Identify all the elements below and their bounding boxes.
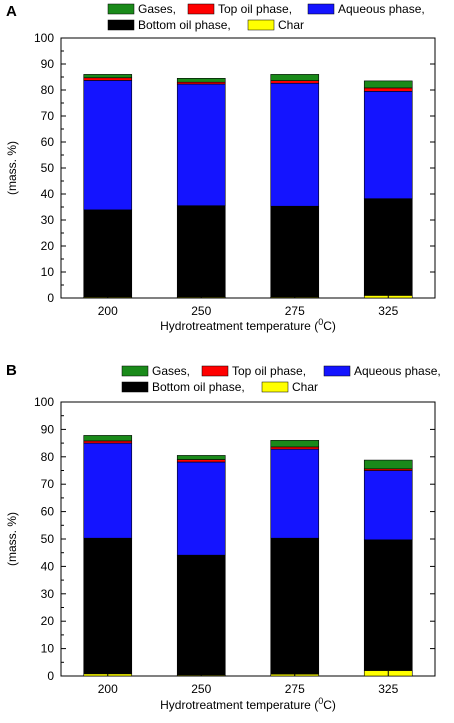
legend-b: Gases, Top oil phase, Aqueous phase, Bot… xyxy=(121,364,441,394)
x-tick-label-b-275: 275 xyxy=(285,682,305,696)
y-tick-label-a-70: 70 xyxy=(41,109,55,123)
legend-swatch-char-b xyxy=(261,381,289,393)
bar-segment-a-275-top-oil-phase xyxy=(270,80,320,84)
x-axis-title-unit-a: C) xyxy=(323,319,336,333)
x-axis-title-text-b: Hydrotreatment temperature ( xyxy=(160,698,318,712)
y-tick-label-b-40: 40 xyxy=(41,559,55,573)
legend-swatch-gases-a xyxy=(107,3,135,15)
bar-segment-b-250-aqueous-phase xyxy=(176,461,226,556)
y-axis-title-a: (mass. %) xyxy=(5,141,19,195)
y-tick-label-a-20: 20 xyxy=(41,239,55,253)
panel-a: A (mass. %) Hydrotreatment temperature (… xyxy=(5,2,436,333)
bar-segment-a-200-top-oil-phase xyxy=(83,77,133,81)
bar-segment-a-250-aqueous-phase xyxy=(176,83,226,206)
y-tick-label-a-90: 90 xyxy=(41,57,55,71)
y-tick-label-b-20: 20 xyxy=(41,614,55,628)
y-tick-label-a-10: 10 xyxy=(41,265,55,279)
legend-a: Gases, Top oil phase, Aqueous phase, Bot… xyxy=(107,2,425,32)
bar-segment-a-325-bottom-oil-phase xyxy=(363,198,413,296)
panel-letter-b: B xyxy=(6,362,17,379)
x-tick-label-a-250: 250 xyxy=(191,304,211,318)
y-tick-label-b-70: 70 xyxy=(41,477,55,491)
y-tick-label-a-100: 100 xyxy=(34,31,54,45)
legend-label-bottom-oil-b: Bottom oil phase, xyxy=(152,380,245,394)
legend-swatch-bottom-oil-b xyxy=(121,381,149,393)
y-tick-label-a-60: 60 xyxy=(41,135,55,149)
legend-swatch-bottom-oil-a xyxy=(107,19,135,31)
legend-label-char-b: Char xyxy=(292,380,318,394)
bar-segment-b-250-top-oil-phase xyxy=(176,459,226,463)
x-axis-title-a: Hydrotreatment temperature (0C) xyxy=(160,317,336,333)
bar-segment-a-275-aqueous-phase xyxy=(270,82,320,207)
x-axis-title-b: Hydrotreatment temperature (0C) xyxy=(160,696,336,712)
legend-label-aqueous-a: Aqueous phase, xyxy=(338,2,425,16)
y-tick-label-b-100: 100 xyxy=(34,395,54,409)
y-tick-label-b-0: 0 xyxy=(47,669,54,683)
y-tick-label-b-10: 10 xyxy=(41,642,55,656)
panel-letter-a: A xyxy=(6,3,17,20)
bar-segment-b-250-bottom-oil-phase xyxy=(176,554,226,676)
bar-segment-a-275-gases xyxy=(270,74,320,81)
x-axis-title-unit-b: C) xyxy=(323,698,336,712)
x-axis-title-sup-a: 0 xyxy=(318,317,323,327)
legend-swatch-char-a xyxy=(247,19,275,31)
legend-swatch-top-oil-b xyxy=(201,365,229,377)
y-tick-label-b-80: 80 xyxy=(41,450,55,464)
bar-segment-a-275-bottom-oil-phase xyxy=(270,205,320,298)
x-axis-title-text-a: Hydrotreatment temperature ( xyxy=(160,319,318,333)
legend-swatch-top-oil-a xyxy=(187,3,215,15)
bar-segment-b-200-bottom-oil-phase xyxy=(83,537,133,675)
legend-swatch-aqueous-a xyxy=(307,3,335,15)
legend-label-top-oil-b: Top oil phase, xyxy=(232,364,306,378)
bar-segment-b-200-aqueous-phase xyxy=(83,442,133,539)
x-tick-label-a-200: 200 xyxy=(98,304,118,318)
bar-segment-b-325-aqueous-phase xyxy=(363,470,413,541)
legend-swatch-gases-b xyxy=(121,365,149,377)
bar-segment-b-325-bottom-oil-phase xyxy=(363,539,413,671)
x-tick-label-b-325: 325 xyxy=(378,682,398,696)
bar-segment-a-250-bottom-oil-phase xyxy=(176,205,226,298)
legend-label-gases-a: Gases, xyxy=(138,2,176,16)
bar-segment-b-275-gases xyxy=(270,440,320,448)
bar-segment-b-200-top-oil-phase xyxy=(83,440,133,444)
y-tick-label-a-0: 0 xyxy=(47,291,54,305)
x-tick-label-b-250: 250 xyxy=(191,682,211,696)
legend-label-bottom-oil-a: Bottom oil phase, xyxy=(138,18,231,32)
y-tick-label-b-60: 60 xyxy=(41,505,55,519)
y-tick-label-a-30: 30 xyxy=(41,213,55,227)
bar-segment-b-275-bottom-oil-phase xyxy=(270,537,320,675)
bar-segment-a-325-aqueous-phase xyxy=(363,91,413,199)
bar-segment-a-250-gases xyxy=(176,78,226,83)
legend-label-gases-b: Gases, xyxy=(152,364,190,378)
bar-segment-a-200-gases xyxy=(83,74,133,79)
x-tick-label-a-275: 275 xyxy=(285,304,305,318)
legend-swatch-aqueous-b xyxy=(323,365,351,377)
y-tick-label-b-90: 90 xyxy=(41,422,55,436)
bar-segment-a-200-bottom-oil-phase xyxy=(83,209,133,298)
bar-segment-a-325-top-oil-phase xyxy=(363,87,413,92)
y-tick-label-b-50: 50 xyxy=(41,532,55,546)
legend-label-aqueous-b: Aqueous phase, xyxy=(354,364,441,378)
legend-label-char-a: Char xyxy=(278,18,304,32)
bar-segment-b-275-aqueous-phase xyxy=(270,448,320,539)
y-tick-label-b-30: 30 xyxy=(41,587,55,601)
bar-segment-b-250-gases xyxy=(176,455,226,460)
bar-segment-b-275-top-oil-phase xyxy=(270,446,320,450)
x-axis-title-sup-b: 0 xyxy=(318,696,323,706)
y-tick-label-a-50: 50 xyxy=(41,161,55,175)
y-axis-title-b: (mass. %) xyxy=(5,512,19,566)
legend-label-top-oil-a: Top oil phase, xyxy=(218,2,292,16)
x-tick-label-a-325: 325 xyxy=(378,304,398,318)
bar-segment-a-325-gases xyxy=(363,80,413,89)
bar-segment-b-325-gases xyxy=(363,459,413,470)
bar-segment-a-200-aqueous-phase xyxy=(83,80,133,211)
y-tick-label-a-40: 40 xyxy=(41,187,55,201)
panel-b: B (mass. %) Hydrotreatment temperature (… xyxy=(5,362,441,712)
x-tick-label-b-200: 200 xyxy=(98,682,118,696)
y-tick-label-a-80: 80 xyxy=(41,83,55,97)
bar-segment-b-200-gases xyxy=(83,435,133,442)
